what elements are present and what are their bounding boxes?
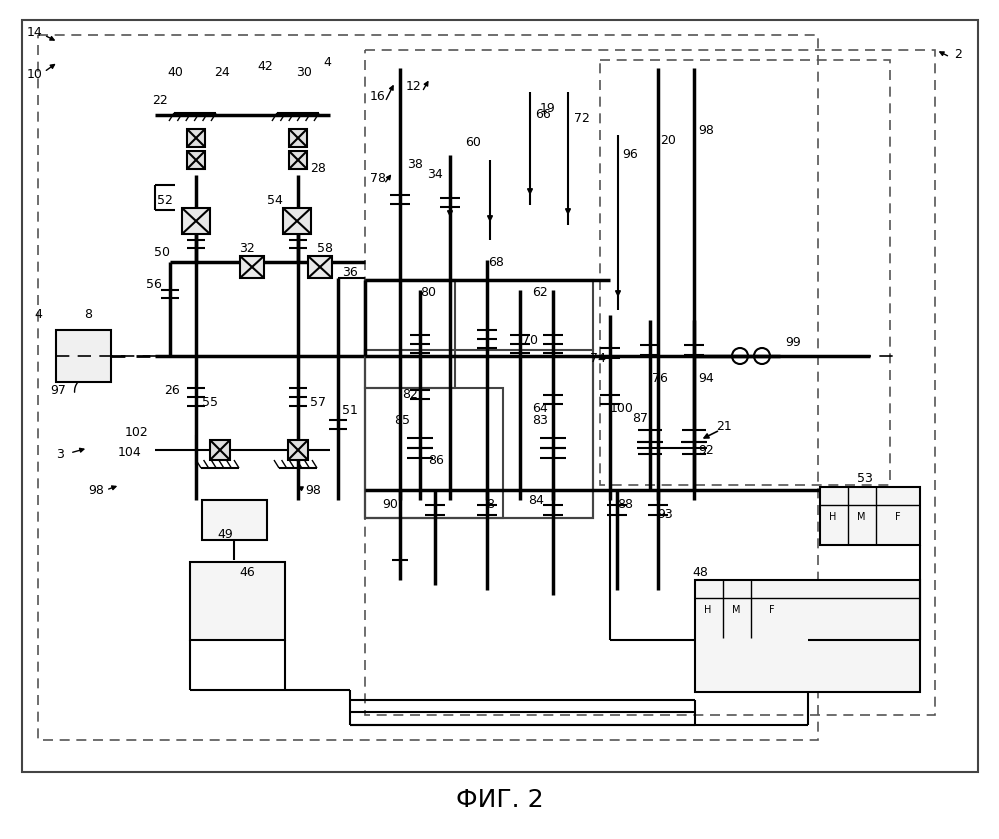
Text: 82: 82 [402, 388, 418, 402]
Text: 76: 76 [652, 372, 668, 384]
Text: 38: 38 [407, 159, 423, 171]
Text: 53: 53 [857, 472, 873, 484]
Bar [289, 129, 307, 147]
Text: 30: 30 [296, 65, 312, 79]
Text: H: H [829, 512, 837, 522]
Bar [22, 20, 978, 772]
Bar [820, 487, 920, 545]
Text: 20: 20 [660, 133, 676, 147]
Text: 64: 64 [532, 402, 547, 414]
Text: 57: 57 [310, 397, 326, 409]
Bar [202, 500, 267, 540]
Text: 56: 56 [146, 279, 162, 291]
Text: 102: 102 [125, 425, 149, 439]
Bar [182, 208, 210, 234]
Text: 70: 70 [522, 333, 538, 347]
Text: 72: 72 [574, 112, 590, 124]
Text: 50: 50 [154, 247, 170, 259]
Circle shape [754, 348, 770, 364]
Text: 34: 34 [428, 169, 443, 181]
Bar [187, 151, 205, 169]
Text: 99: 99 [785, 336, 801, 350]
Text: 26: 26 [164, 383, 180, 397]
Bar [365, 50, 935, 715]
Text: F: F [895, 512, 901, 522]
Bar [289, 151, 307, 169]
Bar [283, 208, 311, 234]
Bar [187, 129, 205, 147]
Text: 46: 46 [239, 565, 255, 579]
Text: 96: 96 [622, 149, 638, 161]
Circle shape [732, 348, 748, 364]
Text: 92: 92 [698, 444, 714, 456]
Bar [56, 330, 111, 382]
Text: 16: 16 [370, 90, 386, 102]
Bar [240, 256, 264, 278]
Text: 66: 66 [535, 108, 550, 122]
Text: 52: 52 [157, 194, 173, 206]
Text: 36: 36 [342, 265, 358, 279]
Bar [308, 256, 332, 278]
Text: H: H [704, 605, 711, 615]
Text: 19: 19 [540, 102, 555, 114]
Text: M: M [857, 512, 865, 522]
Text: 78: 78 [370, 171, 386, 185]
Text: 87: 87 [632, 411, 648, 425]
Text: 55: 55 [202, 397, 218, 409]
Text: 58: 58 [317, 242, 333, 254]
Text: ФИГ. 2: ФИГ. 2 [457, 788, 543, 812]
Bar [365, 280, 593, 518]
Bar [600, 60, 890, 485]
Text: 97: 97 [50, 383, 66, 397]
Text: 4: 4 [34, 309, 42, 321]
Bar [190, 562, 285, 640]
Text: 24: 24 [214, 66, 230, 80]
Text: 8: 8 [486, 498, 494, 512]
Text: 94: 94 [698, 372, 714, 384]
Text: 80: 80 [420, 285, 436, 299]
Text: 60: 60 [466, 136, 481, 149]
Text: 54: 54 [267, 194, 283, 206]
Bar [288, 440, 308, 460]
Text: 4: 4 [323, 55, 331, 69]
Text: 68: 68 [489, 256, 503, 268]
Text: 14: 14 [27, 25, 43, 39]
Text: 22: 22 [152, 93, 168, 107]
Text: 86: 86 [428, 454, 444, 466]
Text: 48: 48 [692, 565, 708, 579]
Text: 100: 100 [610, 402, 634, 414]
Text: 88: 88 [617, 498, 633, 512]
Text: 42: 42 [257, 60, 273, 72]
Text: 104: 104 [118, 446, 142, 458]
Text: 62: 62 [532, 285, 547, 299]
Text: 40: 40 [167, 65, 183, 79]
Text: 32: 32 [239, 242, 255, 254]
Bar [210, 440, 230, 460]
Bar [38, 35, 818, 740]
Text: 98: 98 [88, 483, 104, 497]
Text: 10: 10 [27, 69, 43, 81]
Text: 93: 93 [657, 508, 673, 522]
Text: M: M [731, 605, 740, 615]
Text: 2: 2 [954, 49, 962, 61]
Text: 98: 98 [698, 123, 714, 137]
Text: 8: 8 [84, 309, 92, 321]
Text: F: F [769, 605, 775, 615]
Text: 49: 49 [217, 529, 233, 541]
Text: 51: 51 [342, 404, 358, 416]
Text: 28: 28 [310, 161, 326, 175]
Text: 21: 21 [716, 420, 732, 432]
Text: 12: 12 [407, 81, 422, 93]
Text: 74: 74 [590, 352, 606, 364]
Bar [365, 280, 455, 388]
Bar [695, 580, 920, 692]
Text: 85: 85 [394, 414, 410, 426]
Bar [365, 350, 593, 518]
Text: 98: 98 [305, 483, 321, 497]
Text: 83: 83 [532, 414, 547, 426]
Text: 84: 84 [528, 493, 543, 507]
Text: 3: 3 [56, 449, 64, 461]
Bar [365, 388, 503, 518]
Text: 90: 90 [382, 498, 398, 512]
